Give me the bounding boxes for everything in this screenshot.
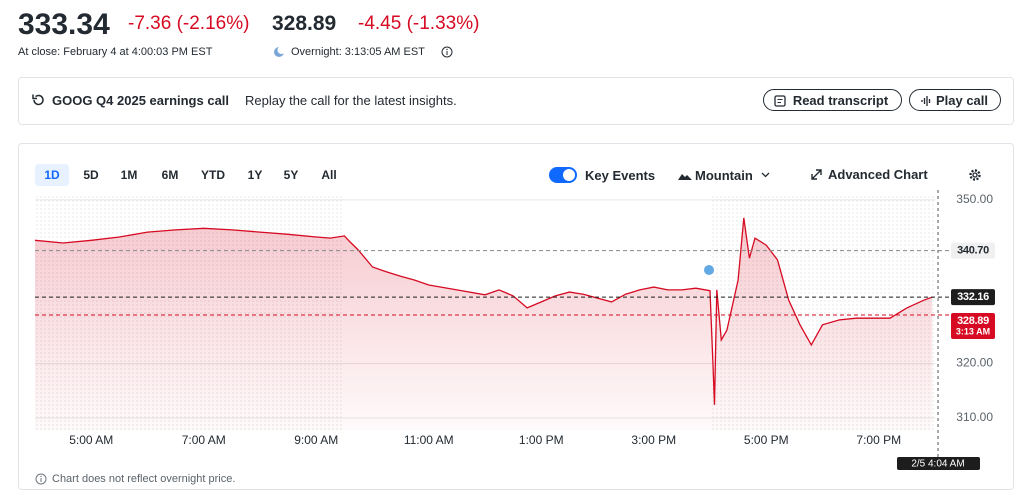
price-marker-label: 340.70: [957, 245, 989, 257]
x-tick-label: 5:00 PM: [744, 433, 789, 447]
chart-style-menu[interactable]: Mountain: [695, 168, 753, 183]
cursor-time-box: [897, 457, 980, 470]
x-tick-label: 7:00 AM: [182, 433, 226, 447]
overnight-price: 328.89: [272, 12, 337, 35]
price-marker-box: [951, 289, 995, 306]
expand-icon: [811, 169, 822, 180]
x-tick-label: 1:00 PM: [519, 433, 564, 447]
button-label: Play call: [935, 92, 989, 108]
close-price: 333.34: [18, 8, 110, 41]
price-marker-box: [951, 313, 995, 340]
range-tab[interactable]: YTD: [201, 168, 225, 182]
x-tick-label: 7:00 PM: [856, 433, 901, 447]
x-tick-label: 11:00 AM: [404, 433, 454, 447]
transcript-icon: [774, 95, 786, 107]
audio-icon: [921, 96, 931, 106]
moon-icon: [274, 46, 285, 57]
earnings-banner: [18, 77, 1014, 125]
price-marker-label: 328.89: [957, 315, 989, 327]
key-event-dot[interactable]: [704, 265, 714, 275]
x-tick-label: 5:00 AM: [69, 433, 113, 447]
replay-icon: [32, 94, 44, 106]
key-events-toggle[interactable]: [549, 167, 577, 183]
price-marker-time: 3:13 AM: [956, 326, 990, 336]
button-label: Read transcript: [792, 92, 889, 108]
chevron-icon: [761, 172, 770, 178]
price-line: [34, 217, 933, 405]
footer-note: Chart does not reflect overnight price.: [52, 473, 236, 485]
play-call-button[interactable]: Play call: [909, 89, 1001, 111]
range-tab[interactable]: 1D: [35, 164, 69, 186]
chart-card: [18, 143, 1014, 490]
price-area: [35, 217, 933, 430]
range-tab[interactable]: 5D: [83, 168, 99, 182]
toggle-label: Key Events: [585, 168, 656, 183]
y-tick-label: 310.00: [956, 410, 993, 424]
banner-text: Replay the call for the latest insights.: [245, 93, 457, 108]
banner-title: GOOG Q4 2025 earnings call: [52, 93, 230, 108]
close-time: At close: February 4 at 4:00:03 PM EST: [18, 46, 213, 58]
info-icon[interactable]: [441, 46, 453, 58]
price-marker-label: 332.16: [957, 291, 989, 303]
range-tab[interactable]: 1Y: [247, 168, 263, 182]
info-icon: [35, 473, 47, 485]
read-transcript-button[interactable]: Read transcript: [763, 89, 902, 111]
y-tick-label: 320.00: [956, 356, 993, 370]
advanced-chart-link[interactable]: Advanced Chart: [828, 167, 928, 182]
overnight-change: -4.45 (-1.33%): [358, 13, 480, 34]
range-tab[interactable]: All: [321, 168, 337, 182]
x-tick-label: 9:00 AM: [294, 433, 338, 447]
close-change: -7.36 (-2.16%): [128, 13, 250, 34]
overnight-time: Overnight: 3:13:05 AM EST: [291, 46, 425, 58]
range-tab[interactable]: 1M: [120, 168, 138, 182]
range-tab[interactable]: 5Y: [283, 168, 299, 182]
y-tick-label: 350.00: [956, 192, 993, 206]
x-tick-label: 3:00 PM: [631, 433, 676, 447]
mountain-icon: [678, 174, 692, 180]
cursor-time: 2/5 4:04 AM: [911, 459, 964, 470]
settings-icon[interactable]: [968, 168, 982, 182]
price-marker-box: [951, 242, 995, 259]
range-tab[interactable]: 6M: [161, 168, 179, 182]
